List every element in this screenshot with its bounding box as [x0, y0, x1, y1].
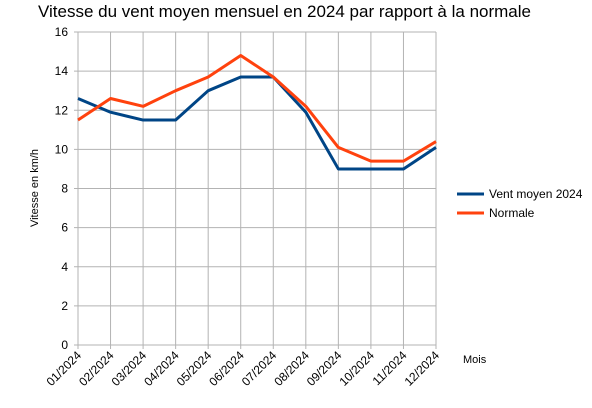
grid: [74, 31, 437, 349]
legend: Vent moyen 2024 Normale: [457, 187, 583, 220]
y-tick-label: 2: [61, 299, 68, 313]
x-tick-label: 01/2024: [44, 348, 85, 389]
x-tick-label: 10/2024: [336, 348, 377, 389]
series-line-1: [77, 53, 437, 163]
x-tick-label: 12/2024: [402, 348, 443, 389]
x-tick-label: 03/2024: [109, 348, 150, 389]
x-axis-ticks: 01/202402/202403/202404/202405/202406/20…: [44, 348, 443, 389]
x-tick-label: 07/2024: [239, 348, 280, 389]
y-axis-ticks: 0 2 4 6 8 10 12 14 16: [55, 25, 69, 352]
x-tick-label: 05/2024: [174, 348, 215, 389]
y-tick-label: 14: [55, 64, 69, 78]
x-tick-label: 02/2024: [76, 348, 117, 389]
x-tick-label: 06/2024: [206, 348, 247, 389]
x-tick-label: 09/2024: [304, 348, 345, 389]
x-axis-title: Mois: [463, 354, 487, 366]
chart-title: Vitesse du vent moyen mensuel en 2024 pa…: [38, 2, 531, 21]
y-tick-label: 4: [61, 260, 68, 274]
y-tick-label: 6: [61, 221, 68, 235]
legend-label-1: Normale: [489, 206, 535, 220]
legend-label-0: Vent moyen 2024: [489, 187, 583, 201]
y-tick-label: 12: [55, 103, 69, 117]
series-lines: [77, 53, 437, 171]
y-tick-label: 0: [61, 338, 68, 352]
series-line-0: [77, 75, 437, 171]
y-tick-label: 16: [55, 25, 69, 39]
y-axis-title: Vitesse en km/h: [29, 149, 41, 227]
x-tick-label: 04/2024: [141, 348, 182, 389]
y-tick-label: 8: [61, 182, 68, 196]
x-tick-label: 08/2024: [271, 348, 312, 389]
y-tick-label: 10: [55, 142, 69, 156]
